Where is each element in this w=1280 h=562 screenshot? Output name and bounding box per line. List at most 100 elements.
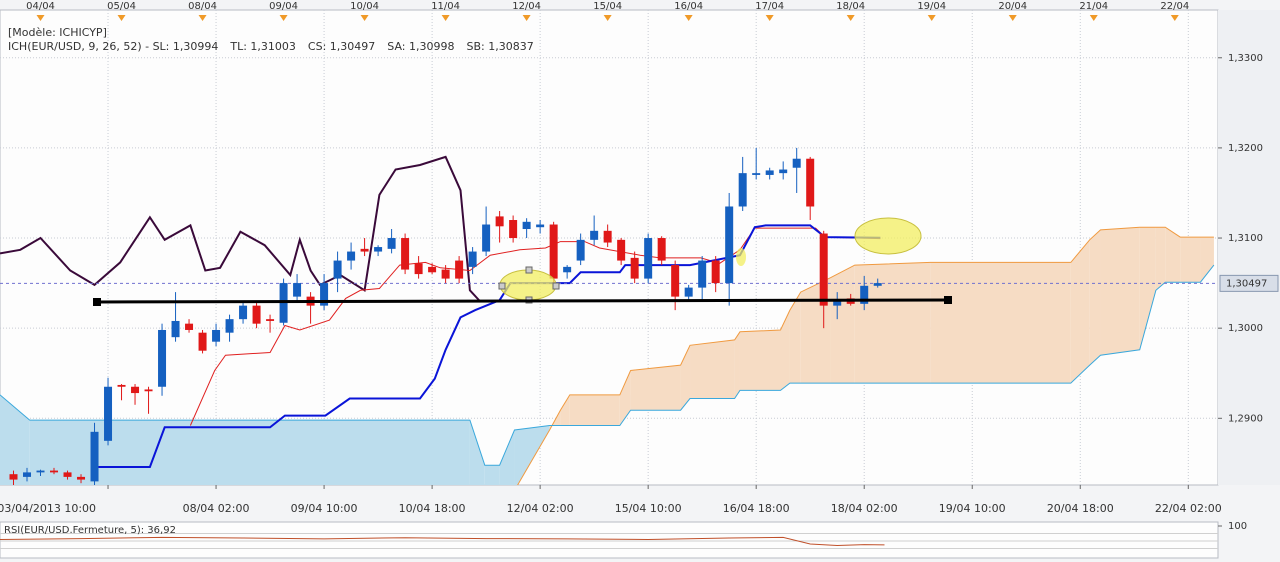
top-date-label: 09/04 [269,1,298,12]
cloud-fill [499,430,515,485]
candle-body [212,329,221,342]
candle-body [90,431,99,482]
cloud-fill [569,394,620,426]
x-tick-label: 03/04/2013 10:00 [0,502,96,515]
candle-body [536,224,545,228]
candle-body [563,266,572,273]
legend-entry: ICH(EUR/USD, 9, 26, 52) - SL: 1,30994 [8,40,218,53]
highlight-ellipse [854,217,922,255]
candle-body [333,260,342,279]
y-axis-area [1218,10,1280,485]
candle-body [455,260,464,279]
candle-body [23,472,32,477]
cloud-fill [780,310,790,391]
candle-body [792,158,801,168]
highlight-ellipse [736,248,746,266]
cloud-fill [1180,237,1201,283]
candle-body [320,283,329,306]
candle-body [198,332,207,351]
candle-body [509,220,518,239]
x-tick-label: 18/04 02:00 [831,502,898,515]
top-date-marker [603,15,612,21]
cloud-fill [1089,229,1101,366]
candle-body [293,283,302,297]
candle-body [644,238,653,279]
cloud-fill [0,394,30,485]
candle-body [252,305,261,324]
x-tick-label: 09/04 10:00 [291,502,358,515]
cloud-fill [930,262,1071,384]
trend-line-handle[interactable] [944,296,952,304]
handle[interactable] [525,266,533,274]
cloud-fill [619,370,631,426]
handle[interactable] [552,282,560,290]
x-tick-label: 16/04 18:00 [723,502,790,515]
cloud-fill [484,465,500,485]
y-tick-label: 1,3300 [1228,53,1263,64]
candle-body [590,230,599,240]
candle-body [657,238,666,261]
legend-entry: SA: 1,30998 [387,40,454,53]
cloud-fill [1200,237,1214,283]
rsi-line [0,536,885,547]
candle-body [266,319,275,321]
candle-body [360,248,369,252]
candle-body [873,283,882,286]
cloud-fill [734,331,740,399]
candle-body [144,389,153,392]
candle-body [684,287,693,297]
candle-body [158,329,167,387]
candle-body [576,239,585,261]
top-date-label: 21/04 [1079,1,1108,12]
candle-body [185,323,194,330]
candle-body [50,470,59,473]
candle-body [711,260,720,284]
handle[interactable] [498,282,506,290]
x-tick-label: 12/04 02:00 [507,502,574,515]
x-tick-label: 19/04 10:00 [939,502,1006,515]
cloud-fill [789,292,801,384]
candle-body [428,266,437,273]
last-price-label: 1,30497 [1226,278,1267,289]
cloud-fill [630,365,681,411]
indicator-line [0,155,482,303]
candle-body [671,265,680,297]
top-date-marker [117,15,126,21]
top-date-label: 18/04 [836,1,865,12]
senkou-a-line [517,226,1214,485]
top-date-marker [360,15,369,21]
candle-body [401,238,410,270]
trend-line[interactable] [96,298,949,304]
cloud-fill [514,425,550,485]
cloud-fill [560,394,570,426]
top-date-marker [36,15,45,21]
legend-entry: SB: 1,30837 [467,40,534,53]
candle-body [225,319,234,333]
trend-line-handle[interactable] [93,298,101,306]
candle-body [36,470,45,473]
candle-body [617,239,626,261]
top-date-marker [927,15,936,21]
top-date-label: 08/04 [188,1,217,12]
candle-body [104,386,113,441]
candle-body [698,260,707,288]
candle-body [806,158,815,207]
top-date-label: 05/04 [107,1,136,12]
candle-body [603,230,612,243]
x-tick-label: 10/04 18:00 [399,502,466,515]
top-date-label: 22/04 [1160,1,1189,12]
rsi-tick-label: 100 [1228,521,1247,532]
candle-body [117,384,126,387]
candle-body [860,285,869,304]
last-price-box [1219,274,1279,292]
cloud-fill [1155,227,1166,291]
top-date-label: 16/04 [674,1,703,12]
cloud-fill [854,262,931,384]
top-date-marker [522,15,531,21]
candle-body [131,386,140,394]
highlight-ellipse [499,269,557,301]
candle-body [374,247,383,252]
legend-entry: TL: 1,31003 [229,40,296,53]
